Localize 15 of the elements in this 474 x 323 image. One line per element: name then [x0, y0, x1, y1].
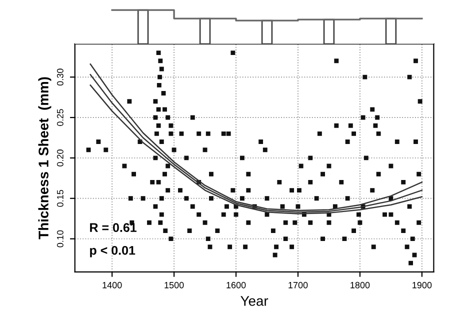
annotation: R = 0.61	[90, 223, 136, 232]
y-tick-label: 0.15	[56, 190, 64, 207]
annotation: p < 0.01	[90, 246, 136, 258]
y-tick-label: 0.25	[56, 109, 64, 126]
y-axis-title: Thickness 1 Sheet (mm)	[38, 77, 52, 240]
y-tick-label: 0.30	[56, 68, 64, 86]
x-axis-title: Year	[240, 296, 268, 306]
x-tick-label: 1500	[164, 282, 184, 288]
y-tick-label: 0.10	[56, 230, 64, 248]
x-tick-label: 1700	[288, 282, 308, 288]
y-tick-label: 0.20	[56, 150, 64, 166]
x-tick-label: 1400	[102, 282, 122, 288]
x-tick-label: 1600	[226, 282, 246, 288]
x-tick-label: 1900	[412, 282, 432, 288]
x-tick-label: 1800	[350, 282, 370, 288]
